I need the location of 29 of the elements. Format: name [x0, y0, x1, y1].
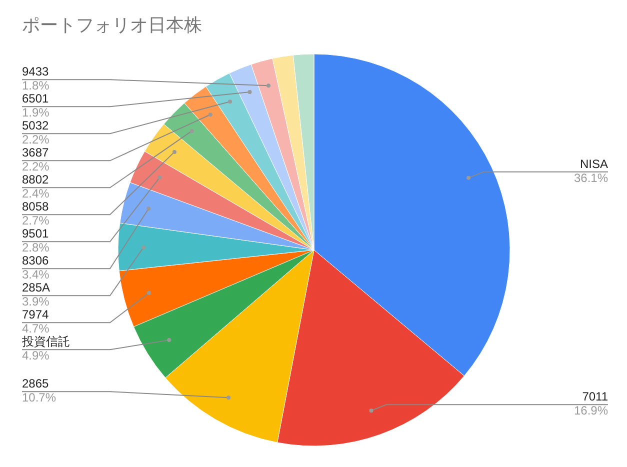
- data-label: 1.8%: [22, 78, 50, 93]
- data-label: 3.4%: [22, 268, 50, 282]
- slice-label: 8306: [22, 254, 50, 268]
- data-label: 3.9%: [22, 294, 50, 309]
- slice-label: 9501: [22, 226, 50, 241]
- slice-label: 8802: [22, 172, 50, 187]
- slice-label: 285A: [22, 280, 50, 295]
- data-label: 2.4%: [22, 186, 50, 201]
- data-label: 4.9%: [22, 348, 50, 363]
- slice-label: 2865: [22, 376, 50, 391]
- data-label: 10.7%: [22, 390, 56, 405]
- slice-label: 8058: [22, 200, 50, 214]
- slice-label: 3687: [22, 146, 50, 160]
- chart-title: ポートフォリオ日本株: [22, 15, 202, 35]
- slice-label: 7974: [22, 308, 50, 322]
- slice-label: NISA: [580, 156, 608, 171]
- slice-label: 9433: [22, 64, 50, 79]
- data-label: 2.2%: [22, 132, 50, 147]
- slice-label: 7011: [582, 390, 608, 404]
- data-label: 2.8%: [22, 240, 50, 255]
- data-label: 1.9%: [22, 106, 50, 120]
- slice-label: 投資信託: [21, 334, 70, 349]
- data-label: 2.2%: [22, 160, 50, 174]
- slice-label: 5032: [22, 118, 50, 133]
- data-label: 4.7%: [22, 322, 50, 336]
- data-label: 2.7%: [22, 214, 50, 228]
- data-label: 36.1%: [574, 170, 608, 185]
- slice-label: 6501: [22, 92, 50, 106]
- data-label: 16.9%: [574, 404, 608, 418]
